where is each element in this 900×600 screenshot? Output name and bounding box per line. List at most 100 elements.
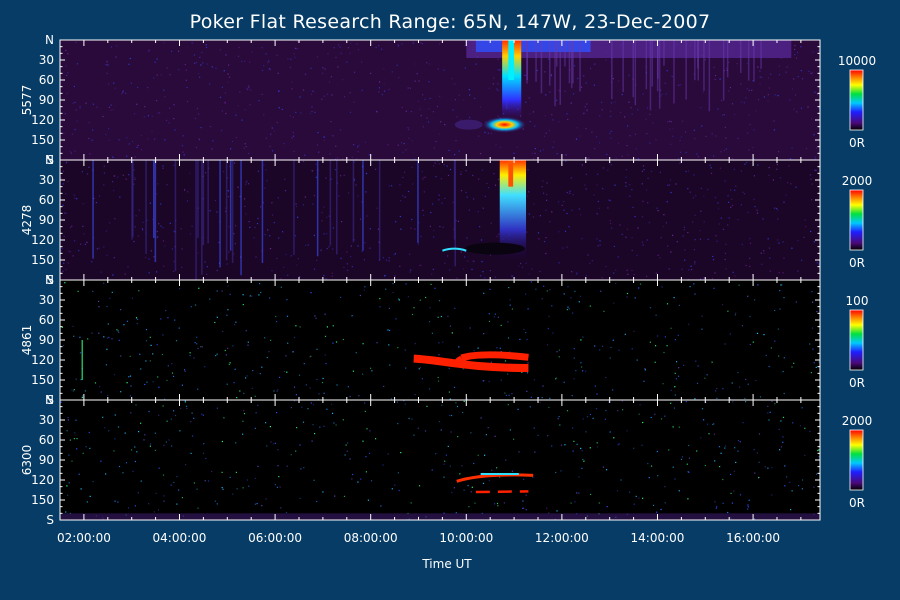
noise-dot — [173, 230, 175, 232]
noise-dot — [599, 142, 601, 144]
noise-dot — [113, 190, 115, 192]
noise-dot — [98, 247, 100, 249]
noise-dot — [694, 261, 696, 263]
noise-dot — [108, 106, 110, 108]
noise-dot — [370, 480, 373, 482]
noise-dot — [130, 82, 132, 84]
noise-dot — [64, 282, 66, 284]
noise-dot — [780, 420, 782, 422]
noise-dot — [764, 466, 766, 468]
noise-dot — [575, 138, 578, 140]
noise-dot — [72, 390, 74, 392]
noise-dot — [164, 245, 166, 247]
noise-dot — [524, 74, 526, 76]
noise-dot — [783, 357, 785, 359]
noise-dot — [533, 203, 535, 205]
noise-dot — [131, 297, 133, 299]
noise-dot — [242, 487, 244, 489]
noise-dot — [546, 182, 548, 184]
noise-dot — [574, 501, 576, 503]
noise-dot — [184, 369, 186, 371]
noise-dot — [804, 219, 806, 221]
noise-dot — [276, 486, 278, 488]
noise-dot — [193, 417, 195, 419]
noise-dot — [364, 402, 366, 404]
noise-dot — [285, 511, 288, 514]
noise-dot — [438, 194, 440, 196]
noise-dot — [759, 76, 761, 78]
noise-dot — [479, 226, 481, 228]
noise-dot — [397, 347, 399, 349]
noise-dot — [686, 463, 688, 465]
noise-streak — [261, 160, 264, 263]
noise-dot — [340, 175, 342, 177]
noise-dot — [108, 128, 110, 130]
noise-dot — [267, 229, 269, 231]
noise-streak — [293, 160, 295, 256]
noise-dot — [316, 348, 318, 350]
noise-dot — [239, 195, 241, 198]
noise-dot — [434, 162, 436, 164]
noise-dot — [145, 340, 148, 342]
red-arc-lower — [475, 490, 529, 494]
noise-dot — [655, 272, 657, 274]
noise-dot — [463, 489, 465, 491]
noise-dot — [120, 355, 122, 357]
noise-dot — [211, 66, 213, 68]
noise-dot — [269, 248, 272, 250]
noise-dot — [72, 325, 74, 327]
noise-dot — [253, 237, 255, 239]
noise-dot — [597, 200, 599, 203]
noise-dot — [247, 344, 249, 346]
noise-dot — [530, 281, 532, 283]
noise-dot — [382, 257, 384, 259]
noise-dot — [589, 305, 591, 307]
noise-dot — [609, 431, 611, 433]
noise-dot — [646, 107, 649, 109]
noise-dot — [187, 191, 189, 193]
noise-dot — [284, 178, 286, 180]
noise-dot — [650, 465, 653, 467]
noise-dot — [711, 133, 713, 135]
aurora-streak — [703, 40, 705, 91]
noise-dot — [246, 180, 248, 182]
noise-dot — [310, 292, 312, 294]
noise-dot — [488, 87, 490, 89]
noise-dot — [242, 420, 244, 422]
noise-dot — [114, 218, 116, 220]
noise-dot — [549, 221, 551, 223]
noise-dot — [431, 332, 433, 334]
noise-dot — [425, 296, 427, 299]
noise-dot — [580, 86, 583, 88]
noise-dot — [625, 182, 627, 184]
noise-dot — [549, 289, 551, 291]
noise-dot — [323, 139, 325, 141]
noise-dot — [249, 61, 251, 63]
noise-dot — [815, 169, 817, 171]
noise-dot — [633, 503, 635, 505]
noise-dot — [117, 176, 119, 178]
noise-dot — [730, 473, 732, 475]
noise-dot — [523, 328, 525, 331]
noise-dot — [621, 233, 623, 235]
noise-dot — [480, 417, 482, 419]
noise-dot — [86, 501, 88, 503]
noise-dot — [601, 277, 603, 279]
noise-dot — [342, 338, 344, 341]
noise-dot — [511, 393, 513, 395]
noise-dot — [228, 363, 230, 366]
colorbar-gradient — [849, 429, 864, 491]
noise-dot — [314, 315, 316, 317]
noise-dot — [198, 287, 200, 289]
noise-dot — [800, 70, 802, 72]
noise-dot — [442, 341, 444, 343]
noise-dot — [483, 292, 485, 294]
noise-dot — [362, 343, 364, 345]
noise-dot — [133, 183, 135, 185]
noise-dot — [574, 290, 576, 292]
noise-dot — [552, 119, 554, 121]
noise-dot — [276, 121, 278, 124]
noise-dot — [725, 243, 727, 245]
noise-dot — [691, 268, 693, 271]
noise-dot — [257, 404, 259, 406]
